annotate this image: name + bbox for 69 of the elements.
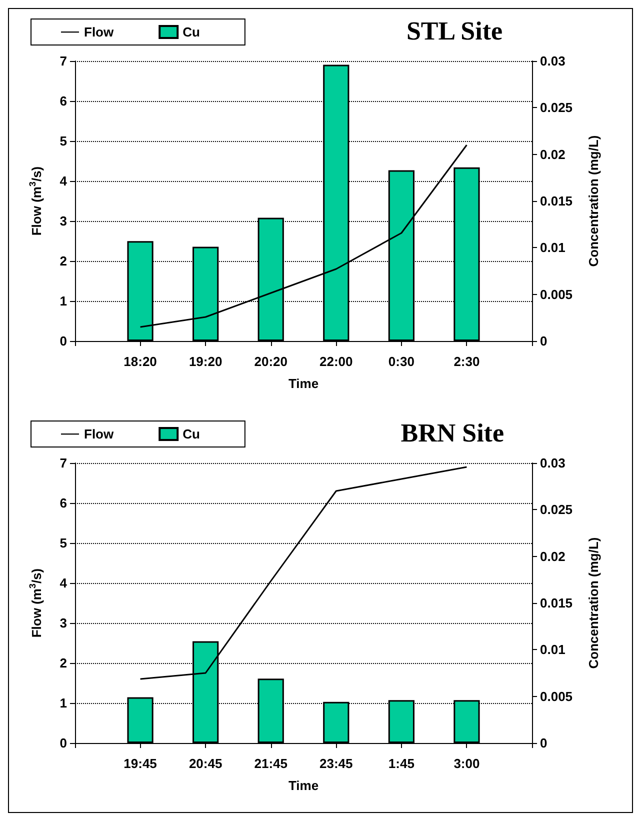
y2-tick-label: 0.02: [540, 146, 566, 162]
y2-tick-label: 0: [540, 334, 548, 348]
frame: Flow (m3/s) Concentration (mg/L) Time 0 1 2 3 4 5 6 7 0 0.005 0.01 0.015 0.02 0.025 0.03 18:20 19:20 20:20 22:00 0:30 2:30 Flow Cu STL Site Flow (m3/s) Concentration (mg/L) Time 0 1 2 3 4 5 6 7 0 0.005 0.01 0.015 0.02 0.025 0.03 19:45 20:45 21:45 23:45 1:45 3:00 Flow Cu BRN Site: [8, 8, 633, 813]
x-tick-label: 0:30: [388, 354, 414, 369]
line-series: [140, 144, 468, 328]
x-tick-label: 2:30: [454, 354, 480, 369]
y-tick-label: 2: [60, 656, 67, 670]
y-tick-label: 0: [60, 736, 67, 750]
y2-tick-label: 0.015: [540, 596, 573, 610]
legend-label: Cu: [182, 426, 200, 442]
x-axis-title: Time: [288, 376, 319, 391]
y-tick-label: 5: [60, 134, 67, 148]
bar: [192, 246, 219, 341]
bar: [454, 700, 480, 743]
y-tick-label: 4: [60, 174, 68, 188]
y-tick-label: 0: [60, 334, 67, 348]
y-tick-label: 5: [60, 536, 67, 550]
chart-title: BRN Site: [400, 418, 504, 448]
y2-tick-label: 0.01: [540, 642, 566, 658]
y-tick-label: 2: [60, 254, 67, 268]
y2-axis-title: Concentration (mg/L): [586, 135, 601, 267]
y-tick-label: 1: [60, 696, 67, 710]
x-tick-label: 23:45: [320, 756, 353, 771]
y-tick-label: 6: [60, 496, 67, 510]
y2-tick-label: 0.02: [540, 548, 566, 564]
bar: [192, 641, 219, 743]
y2-tick-label: 0.025: [540, 100, 573, 116]
x-tick-label: 22:00: [320, 354, 353, 369]
y2-tick-label: 0.015: [540, 194, 573, 208]
y2-tick-label: 0.03: [540, 456, 566, 470]
y2-tick-label: 0.005: [540, 688, 573, 704]
bar: [454, 167, 480, 341]
x-tick-label: 21:45: [254, 756, 288, 771]
y2-tick-label: 0: [540, 736, 548, 750]
bar: [323, 64, 350, 341]
bar: [127, 697, 154, 743]
bar: [388, 170, 414, 341]
x-axis-title: Time: [288, 778, 319, 793]
y2-tick-label: 0.01: [540, 240, 566, 256]
y-tick-label: 4: [60, 576, 68, 590]
x-tick-label: 20:20: [254, 354, 288, 369]
y-axis-title: Flow (m3/s): [28, 166, 44, 236]
legend-label: Flow: [84, 426, 114, 442]
y-tick-label: 3: [60, 214, 67, 228]
x-tick-label: 19:45: [124, 756, 157, 771]
x-tick-label: 3:00: [454, 756, 480, 771]
line-series: [140, 466, 468, 680]
y2-tick-label: 0.025: [540, 502, 573, 518]
bar: [258, 678, 284, 743]
x-tick-label: 1:45: [388, 756, 414, 771]
x-tick-label: 18:20: [124, 354, 157, 369]
bar: [258, 218, 284, 341]
legend-label: Cu: [182, 24, 200, 40]
x-tick-label: 19:20: [188, 354, 222, 369]
bar: [127, 241, 154, 341]
y-tick-label: 6: [60, 94, 67, 108]
y-tick-label: 7: [60, 54, 67, 68]
y-tick-label: 7: [60, 456, 67, 470]
x-tick-label: 20:45: [188, 756, 222, 771]
y-tick-label: 1: [60, 294, 67, 308]
bar: [323, 702, 350, 743]
y-tick-label: 3: [60, 616, 67, 630]
y2-tick-label: 0.005: [540, 286, 573, 302]
y2-axis-title: Concentration (mg/L): [586, 537, 601, 669]
y-axis-title: Flow (m3/s): [28, 568, 44, 638]
bar: [388, 700, 414, 743]
legend-label: Flow: [84, 24, 114, 40]
y2-tick-label: 0.03: [540, 54, 566, 68]
chart-title: STL Site: [406, 16, 503, 46]
